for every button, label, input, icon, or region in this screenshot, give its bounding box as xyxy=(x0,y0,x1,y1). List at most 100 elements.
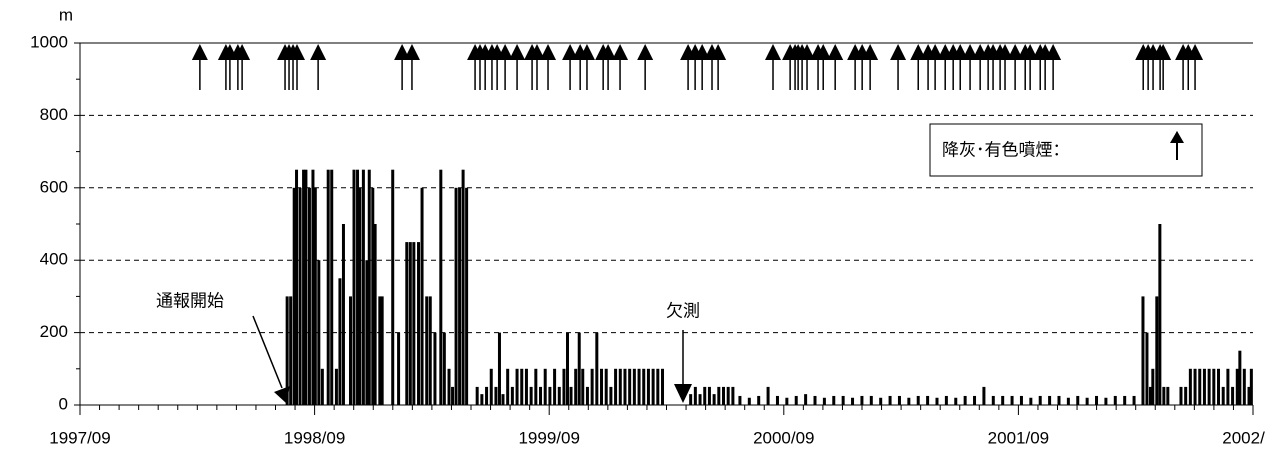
bar xyxy=(1221,386,1225,405)
bar xyxy=(1104,397,1108,405)
bar xyxy=(731,386,735,405)
bar xyxy=(557,386,561,405)
y-tick-label: 0 xyxy=(59,394,68,413)
bar xyxy=(1242,368,1246,405)
bar xyxy=(698,394,702,405)
bar xyxy=(510,386,514,405)
bar xyxy=(1029,397,1033,405)
event-marker xyxy=(827,44,844,60)
bar xyxy=(646,368,650,405)
bar xyxy=(813,395,817,405)
event-marker xyxy=(403,44,420,60)
bar xyxy=(1212,368,1216,405)
bar xyxy=(623,368,627,405)
bar xyxy=(595,332,599,405)
bar xyxy=(1145,332,1149,405)
event-marker xyxy=(927,44,944,60)
bar xyxy=(285,296,289,405)
bar xyxy=(804,394,808,405)
annotation-arrow xyxy=(252,315,283,389)
x-tick-label: 2000/09 xyxy=(753,428,814,447)
bar xyxy=(461,169,465,405)
bar xyxy=(371,187,375,405)
bar xyxy=(1095,395,1099,405)
event-marker xyxy=(997,44,1014,60)
event-marker xyxy=(1187,44,1204,60)
event-marker xyxy=(862,44,879,60)
bar xyxy=(712,394,716,405)
bar xyxy=(1198,368,1202,405)
bar xyxy=(693,386,697,405)
bar xyxy=(1226,368,1230,405)
event-marker xyxy=(765,44,782,60)
bar xyxy=(539,386,543,405)
bar xyxy=(417,242,421,405)
event-marker xyxy=(890,44,907,60)
bar xyxy=(656,368,660,405)
bar xyxy=(506,368,510,405)
bar xyxy=(1155,296,1159,405)
legend-label: 降灰･有色噴煙： xyxy=(942,140,1070,159)
bar xyxy=(1231,386,1235,405)
bar xyxy=(320,368,324,405)
bar xyxy=(391,169,395,405)
bar xyxy=(1085,397,1089,405)
bar xyxy=(348,296,352,405)
event-marker xyxy=(1022,44,1039,60)
bar xyxy=(841,395,845,405)
bar xyxy=(794,395,798,405)
bar xyxy=(703,386,707,405)
bar xyxy=(851,397,855,405)
bar xyxy=(501,394,505,405)
y-axis-label: m xyxy=(59,5,73,24)
bar xyxy=(524,368,528,405)
bar xyxy=(766,386,770,405)
event-marker xyxy=(234,44,251,60)
bar xyxy=(425,296,429,405)
event-marker xyxy=(310,44,327,60)
bar xyxy=(352,169,356,405)
bar xyxy=(338,278,342,405)
event-marker xyxy=(1155,44,1172,60)
bar xyxy=(543,368,547,405)
bar xyxy=(451,386,455,405)
bar xyxy=(475,386,479,405)
bar xyxy=(585,386,589,405)
bar xyxy=(439,169,443,405)
bar xyxy=(628,368,632,405)
bar xyxy=(614,368,618,405)
bar xyxy=(888,395,892,405)
bar xyxy=(963,395,967,405)
bar xyxy=(1217,368,1221,405)
bar xyxy=(822,397,826,405)
bar xyxy=(1132,395,1136,405)
bar xyxy=(520,368,524,405)
bar xyxy=(907,397,911,405)
bar xyxy=(1238,350,1242,405)
bar xyxy=(553,368,557,405)
event-marker xyxy=(289,44,306,60)
y-tick-label: 200 xyxy=(40,322,68,341)
bar xyxy=(428,296,432,405)
bar xyxy=(304,169,308,405)
event-marker xyxy=(497,44,514,60)
bar xyxy=(292,187,296,405)
bar xyxy=(311,169,315,405)
bar xyxy=(565,332,569,405)
bar xyxy=(405,242,409,405)
bar xyxy=(361,169,365,405)
bar xyxy=(581,368,585,405)
x-tick-label: 1999/09 xyxy=(518,428,579,447)
bar xyxy=(356,169,360,405)
bar xyxy=(726,386,730,405)
event-marker xyxy=(529,44,546,60)
event-marker xyxy=(1007,44,1024,60)
y-tick-label: 1000 xyxy=(30,32,68,51)
bar xyxy=(302,169,306,405)
bar xyxy=(775,395,779,405)
bar xyxy=(548,386,552,405)
bar xyxy=(860,395,864,405)
bar xyxy=(442,332,446,405)
y-tick-label: 400 xyxy=(40,250,68,269)
bar xyxy=(1010,395,1014,405)
